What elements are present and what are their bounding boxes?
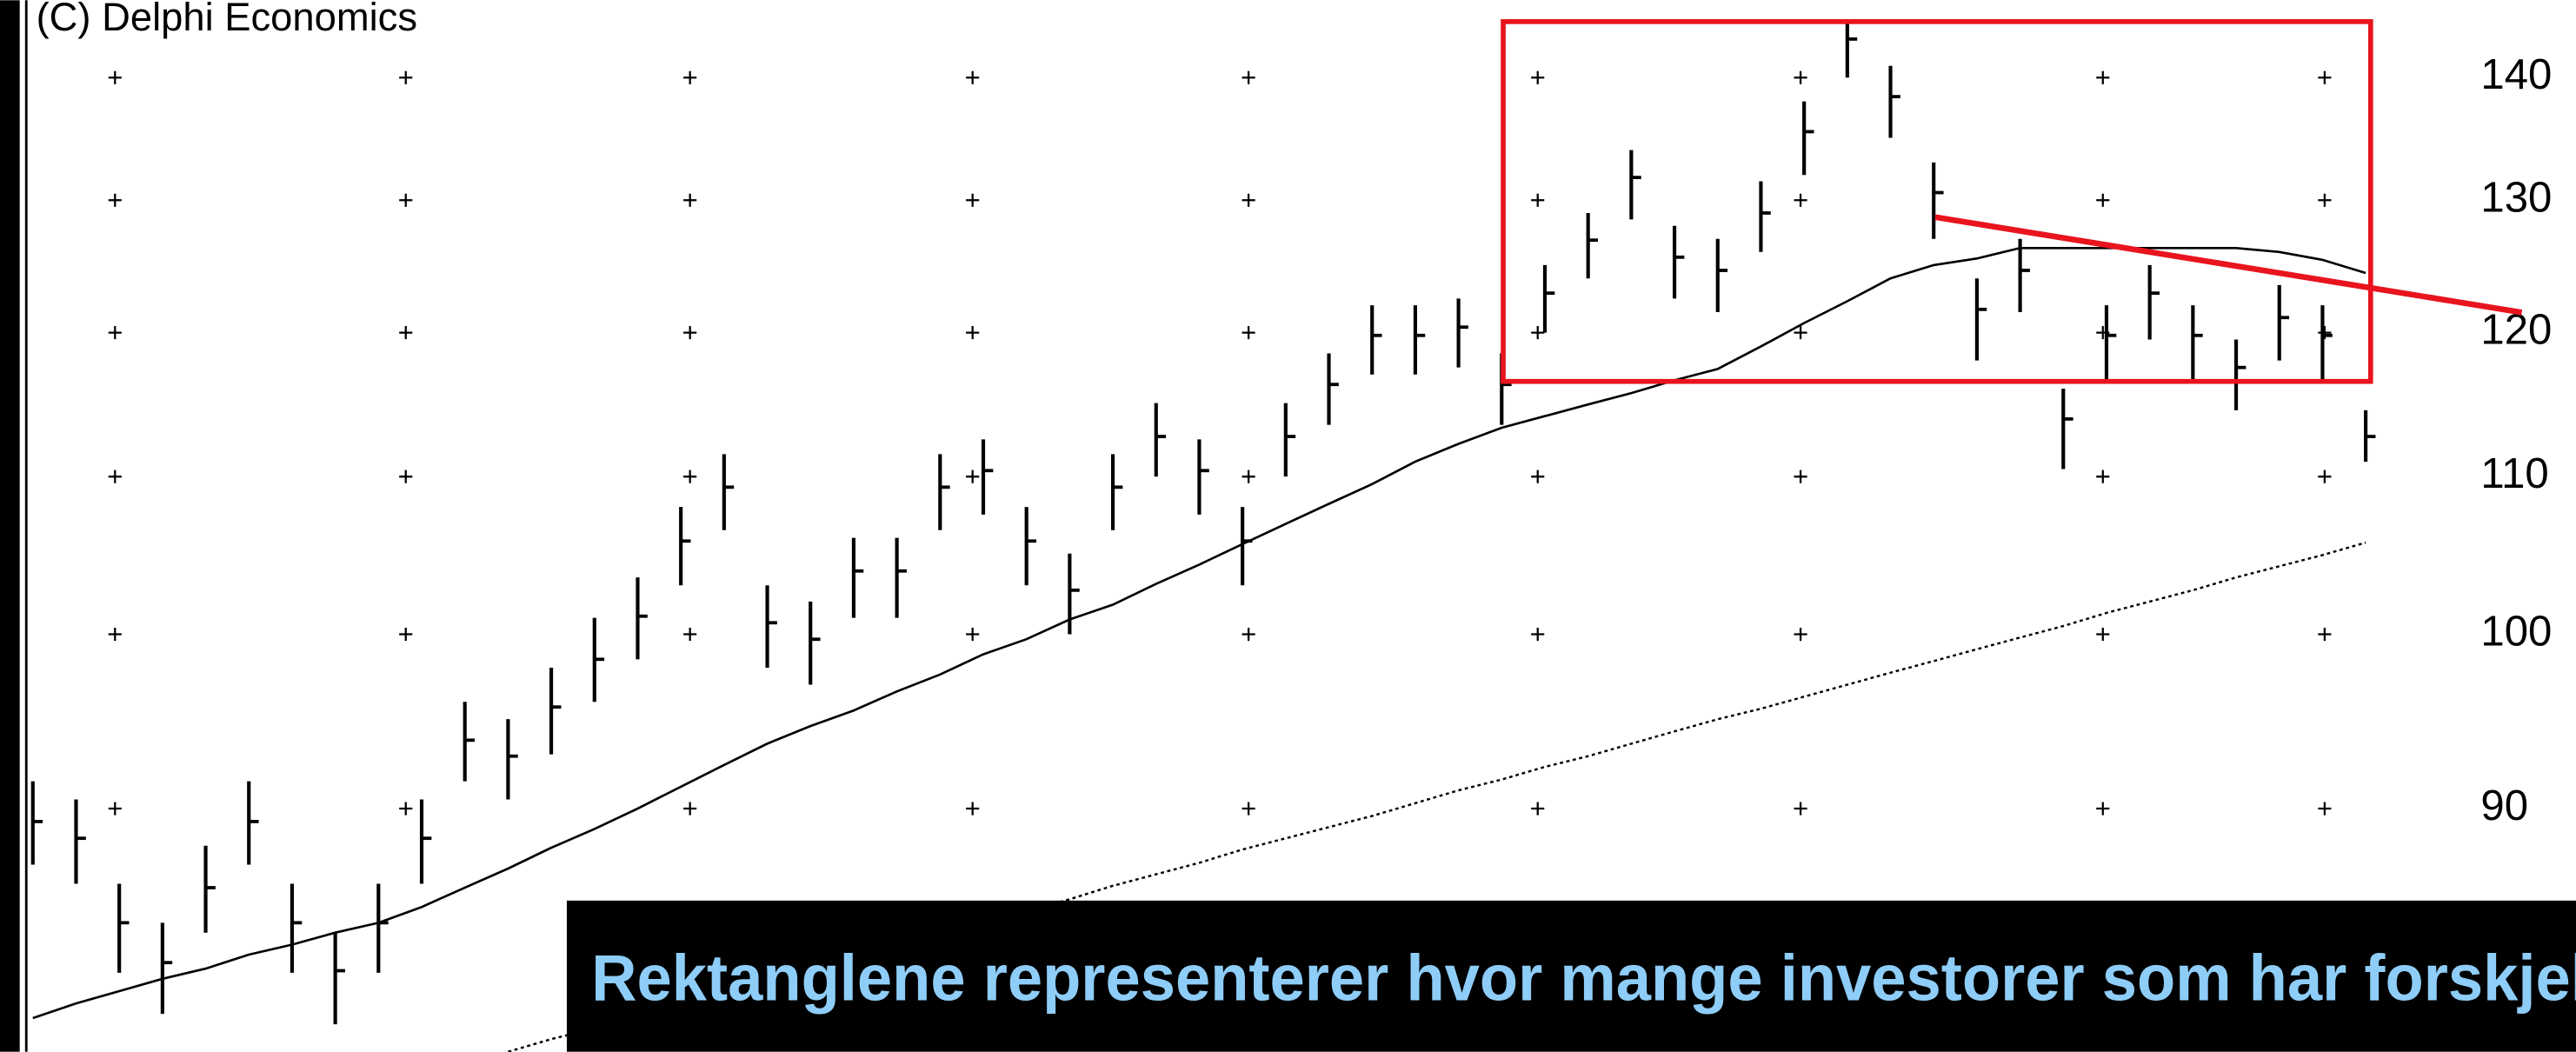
grid-cross bbox=[2096, 627, 2110, 642]
grid-cross bbox=[1794, 469, 1807, 483]
credit: (C) Delphi Economics bbox=[37, 0, 417, 39]
grid-cross bbox=[1241, 627, 1255, 642]
grid-cross bbox=[108, 469, 122, 483]
grid-cross bbox=[399, 469, 413, 483]
grid-cross bbox=[108, 326, 122, 340]
grid-cross bbox=[108, 627, 122, 642]
grid-cross bbox=[2318, 627, 2332, 642]
grid-cross bbox=[966, 802, 980, 816]
grid-cross bbox=[1241, 70, 1255, 84]
grid-cross bbox=[1531, 469, 1545, 483]
grid-cross bbox=[683, 802, 697, 816]
grid-cross bbox=[2318, 469, 2332, 483]
grid-cross bbox=[1531, 193, 1545, 207]
grid-cross bbox=[1794, 326, 1807, 340]
grid-cross bbox=[1531, 627, 1545, 642]
grid-cross bbox=[966, 469, 980, 483]
grid-cross bbox=[1531, 326, 1545, 340]
grid-cross bbox=[2096, 70, 2110, 84]
grid-cross bbox=[683, 469, 697, 483]
grid-cross bbox=[683, 627, 697, 642]
grid-cross bbox=[2096, 802, 2110, 816]
caption: Rektanglene representerer hvor mange inv… bbox=[591, 942, 2576, 1015]
y-tick-label: 90 bbox=[2480, 782, 2528, 829]
grid-cross bbox=[1241, 193, 1255, 207]
grid-cross bbox=[2318, 802, 2332, 816]
grid-cross bbox=[2096, 193, 2110, 207]
grid-cross bbox=[399, 627, 413, 642]
y-tick-label: 110 bbox=[2480, 450, 2548, 497]
grid-cross bbox=[1531, 70, 1545, 84]
grid-cross bbox=[1794, 70, 1807, 84]
moving-average bbox=[32, 246, 2366, 1020]
grid-cross bbox=[399, 193, 413, 207]
grid-cross bbox=[966, 193, 980, 207]
grid-cross bbox=[2318, 326, 2332, 340]
highlight-rectangle bbox=[1501, 19, 2373, 384]
grid-cross bbox=[108, 193, 122, 207]
grid-cross bbox=[2096, 469, 2110, 483]
moving-average bbox=[508, 541, 2366, 1052]
y-tick-label: 140 bbox=[2480, 51, 2552, 98]
grid-cross bbox=[683, 70, 697, 84]
grid-cross bbox=[399, 326, 413, 340]
grid-cross bbox=[2318, 70, 2332, 84]
trend-line bbox=[1934, 214, 2523, 316]
grid-cross bbox=[966, 70, 980, 84]
grid-cross bbox=[1241, 802, 1255, 816]
grid-cross bbox=[108, 802, 122, 816]
grid-cross bbox=[399, 70, 413, 84]
grid-cross bbox=[2318, 193, 2332, 207]
grid-cross bbox=[1241, 469, 1255, 483]
grid-cross bbox=[1241, 326, 1255, 340]
caption-box bbox=[566, 900, 2576, 1052]
y-tick-label: 130 bbox=[2480, 174, 2552, 221]
grid-cross bbox=[108, 70, 122, 84]
grid-cross bbox=[1794, 193, 1807, 207]
grid-cross bbox=[1531, 802, 1545, 816]
grid-cross bbox=[1794, 802, 1807, 816]
grid-cross bbox=[1794, 627, 1807, 642]
grid-cross bbox=[683, 193, 697, 207]
grid-cross bbox=[399, 802, 413, 816]
left-border bbox=[0, 0, 20, 1052]
y-tick-label: 100 bbox=[2480, 609, 2552, 656]
grid-cross bbox=[683, 326, 697, 340]
grid-cross bbox=[966, 326, 980, 340]
grid-cross bbox=[966, 627, 980, 642]
